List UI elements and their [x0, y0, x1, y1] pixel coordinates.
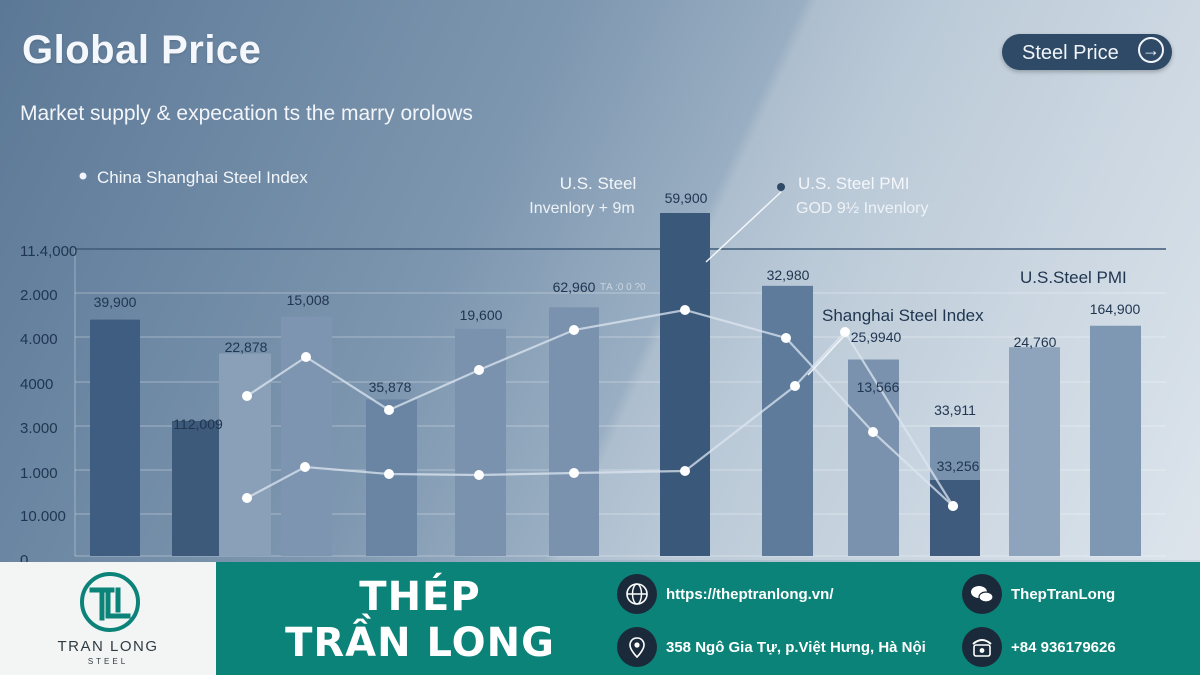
- logo-subtitle: STEEL: [87, 657, 129, 666]
- steel-price-button[interactable]: Steel Price →: [1002, 34, 1172, 70]
- arrow-right-icon: →: [1138, 37, 1164, 63]
- address-text: 358 Ngô Gia Tự, p.Việt Hưng, Hà Nội: [666, 639, 926, 656]
- phone-number[interactable]: +84 936179626: [1011, 639, 1116, 656]
- bar-value-label: 25,9940: [851, 329, 902, 345]
- map-pin-icon: [617, 627, 657, 667]
- annotation-value-label: 13,566: [857, 379, 900, 395]
- series-point: [868, 427, 878, 437]
- bar: [172, 420, 223, 556]
- bar-value-label: 112,009: [173, 416, 223, 432]
- bar: [848, 359, 899, 556]
- y-tick-label: 11.4,000: [20, 243, 77, 260]
- legend-label: China Shanghai Steel Index: [97, 168, 308, 187]
- bar-value-label: 22,878: [225, 339, 268, 355]
- bar-value-label: 32,980: [767, 267, 810, 283]
- pmi-leader-line: [705, 191, 782, 263]
- bar: [549, 307, 599, 556]
- legend-dot: [79, 172, 87, 180]
- chat-icon: [962, 574, 1002, 614]
- bar-value-label: 15,008: [287, 292, 330, 308]
- page-title: Global Price: [22, 28, 262, 72]
- brand-line-1: THÉP: [359, 574, 481, 620]
- series-point: [474, 470, 484, 480]
- us-steel-label: U.S. Steel: [560, 174, 637, 193]
- series-line: [246, 308, 954, 507]
- tran-long-logo-icon: [80, 572, 140, 632]
- series-point: [384, 405, 394, 415]
- right-pmi-label: U.S.Steel PMI: [1020, 268, 1127, 287]
- series-point: [680, 466, 690, 476]
- pmi-inventory-label: GOD 9½ Invenlory: [796, 200, 929, 217]
- phone-icon: [962, 627, 1002, 667]
- annotation-value-label: 33,256: [937, 458, 980, 474]
- y-tick-label: 10.000: [20, 508, 66, 525]
- index-leader-line: [807, 334, 846, 376]
- bar-value-label: 33,911: [934, 402, 976, 418]
- bar-value-label: 24,760: [1014, 334, 1057, 350]
- series-point: [474, 365, 484, 375]
- series-point: [242, 493, 252, 503]
- bar-chart: 010.0001.0003.00040004.0002.00011.4,000 …: [20, 168, 1166, 562]
- bar: [660, 213, 710, 556]
- series-point: [948, 501, 958, 511]
- series-point: [781, 333, 791, 343]
- footer-band: [216, 562, 1200, 675]
- footer: TRAN LONG STEEL THÉP TRẦN LONG https://t…: [0, 562, 1200, 675]
- bar: [219, 353, 271, 556]
- bar-value-label: 35,878: [369, 379, 412, 395]
- series-point: [569, 325, 579, 335]
- page-subtitle: Market supply & expecation ts the marry …: [20, 102, 473, 125]
- bar-value-label: 164,900: [1090, 301, 1141, 317]
- y-tick-label: 2.000: [20, 287, 58, 304]
- us-steel-inventory-label: Invenlory + 9m: [529, 200, 634, 217]
- globe-icon: [617, 574, 657, 614]
- pmi-dot: [777, 183, 785, 191]
- y-tick-label: 3.000: [20, 420, 58, 437]
- bar-value-label: 62,960: [553, 279, 596, 295]
- steel-price-button-label: Steel Price: [1022, 42, 1119, 64]
- brand-name: THÉP TRẦN LONG: [240, 574, 600, 666]
- y-tick-label: 4000: [20, 376, 53, 393]
- y-tick-label: 1.000: [20, 465, 58, 482]
- bar-value-label: 59,900: [665, 190, 708, 206]
- us-steel-pmi-label: U.S. Steel PMI: [798, 174, 909, 193]
- series-point: [242, 391, 252, 401]
- series-point: [300, 462, 310, 472]
- series-point: [384, 469, 394, 479]
- series-point: [301, 352, 311, 362]
- series-point: [840, 327, 850, 337]
- social-handle[interactable]: ThepTranLong: [1011, 586, 1116, 603]
- series-point: [680, 305, 690, 315]
- website-link[interactable]: https://theptranlong.vn/: [666, 586, 834, 603]
- bar: [90, 319, 140, 556]
- shanghai-index-label: Shanghai Steel Index: [822, 306, 984, 325]
- logo-area: TRAN LONG STEEL: [0, 562, 216, 675]
- brand-line-2: TRẦN LONG: [285, 620, 555, 666]
- logo-name: TRAN LONG: [57, 638, 159, 655]
- bar: [1009, 347, 1060, 556]
- faint-label: TΑ :0 0 ?0: [600, 282, 646, 293]
- bar: [762, 285, 813, 556]
- series-point: [569, 468, 579, 478]
- bar-value-label: 19,600: [460, 307, 503, 323]
- bar-value-label: 39,900: [94, 294, 137, 310]
- series-point: [790, 381, 800, 391]
- series-line: [246, 330, 954, 507]
- y-tick-label: 0: [20, 552, 28, 562]
- bar: [1090, 325, 1141, 556]
- y-tick-label: 4.000: [20, 331, 58, 348]
